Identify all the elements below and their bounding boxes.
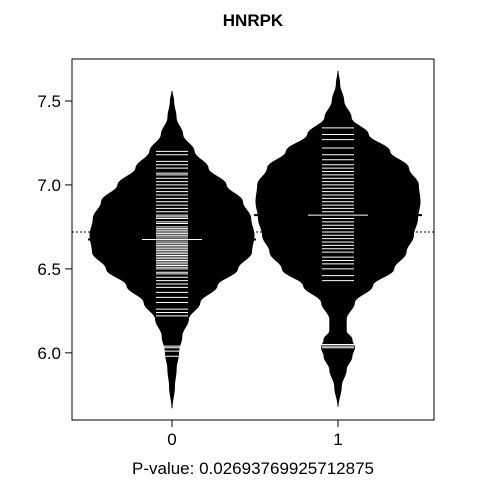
x-tick-label-1: 1 [333, 430, 342, 449]
y-tick-label: 7.0 [37, 176, 61, 195]
x-tick-label-0: 0 [167, 430, 176, 449]
y-tick-label: 6.5 [37, 260, 61, 279]
y-tick-label: 6.0 [37, 344, 61, 363]
plot-area [72, 70, 434, 409]
chart-title: HNRPK [223, 11, 284, 30]
x-axis-label: P-value: 0.02693769925712875 [132, 459, 374, 478]
bean-shape-group-0 [89, 90, 255, 409]
y-tick-label: 7.5 [37, 92, 61, 111]
plot-frame [71, 58, 435, 421]
axes: 0 1 6.0 6.5 7.0 7.5 [37, 92, 342, 449]
